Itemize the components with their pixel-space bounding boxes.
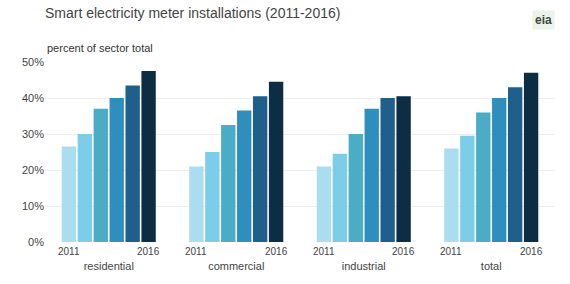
svg-text:residential: residential: [84, 260, 134, 272]
svg-text:Smart electricity meter instal: Smart electricity meter installations (2…: [45, 5, 340, 21]
svg-text:2011: 2011: [313, 246, 335, 257]
svg-text:2011: 2011: [185, 246, 207, 257]
svg-text:eia: eia: [535, 13, 552, 27]
svg-text:2016: 2016: [520, 246, 543, 257]
svg-text:40%: 40%: [22, 92, 44, 104]
svg-text:percent of sector total: percent of sector total: [47, 42, 153, 54]
svg-text:total: total: [481, 260, 502, 272]
svg-text:industrial: industrial: [342, 260, 386, 272]
svg-text:10%: 10%: [22, 200, 44, 212]
svg-text:2011: 2011: [440, 246, 462, 257]
svg-text:30%: 30%: [22, 128, 44, 140]
svg-text:20%: 20%: [22, 164, 44, 176]
svg-text:2016: 2016: [392, 246, 415, 257]
svg-text:2016: 2016: [137, 246, 160, 257]
svg-text:2011: 2011: [58, 246, 80, 257]
svg-text:2016: 2016: [265, 246, 288, 257]
svg-text:commercial: commercial: [208, 260, 264, 272]
svg-text:50%: 50%: [22, 56, 44, 68]
svg-text:0%: 0%: [28, 236, 44, 248]
